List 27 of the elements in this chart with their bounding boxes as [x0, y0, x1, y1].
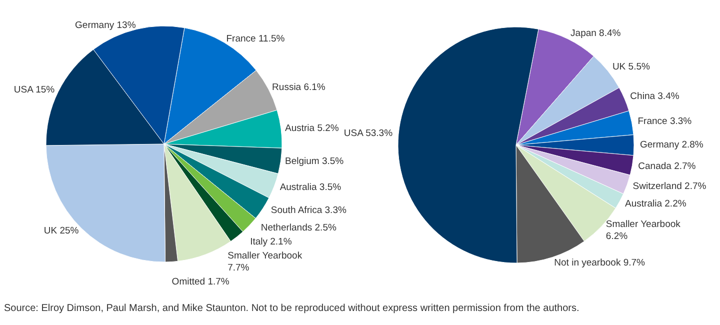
slice-label: Italy 2.1%: [250, 236, 292, 248]
slice-label: Australia 3.5%: [280, 182, 342, 193]
slice-label: Omitted 1.7%: [172, 276, 230, 288]
slice-label: Canada 2.7%: [638, 160, 696, 172]
slice-label: France 3.3%: [638, 116, 692, 128]
slice-label: Australia 2.2%: [625, 198, 687, 210]
slice-label: South Africa 3.3%: [270, 205, 347, 216]
source-note: Source: Elroy Dimson, Paul Marsh, and Mike Staunton. Not to be reproduced without express written permission from the authors.: [4, 303, 580, 314]
slice-label: Smaller Yearbook: [606, 218, 684, 230]
data-label: 7.7%: [228, 262, 250, 274]
slice-label: Switzerland 2.7%: [632, 181, 707, 192]
slice-label: Austria 5.2%: [284, 122, 340, 134]
slice-label: UK 25%: [44, 226, 80, 237]
slice-label: Not in yearbook 9.7%: [554, 257, 646, 268]
slice-label: Germany 13%: [75, 20, 136, 31]
slice-label: Russia 6.1%: [272, 82, 326, 93]
slice-label: Japan 8.4%: [570, 28, 622, 40]
slice-label: Netherlands 2.5%: [260, 222, 337, 234]
slice-label: USA 53.3%: [344, 128, 394, 140]
data-label: 6.2%: [606, 230, 628, 242]
slice-label: France 11.5%: [226, 34, 286, 45]
slice-label: Smaller Yearbook: [228, 250, 305, 262]
slice-label: USA 15%: [14, 84, 56, 96]
slice-label: China 3.4%: [630, 91, 680, 102]
slice-label: Belgium 3.5%: [285, 156, 344, 168]
slice-label: Germany 2.8%: [640, 140, 704, 151]
slice-label: UK 5.5%: [612, 62, 650, 73]
